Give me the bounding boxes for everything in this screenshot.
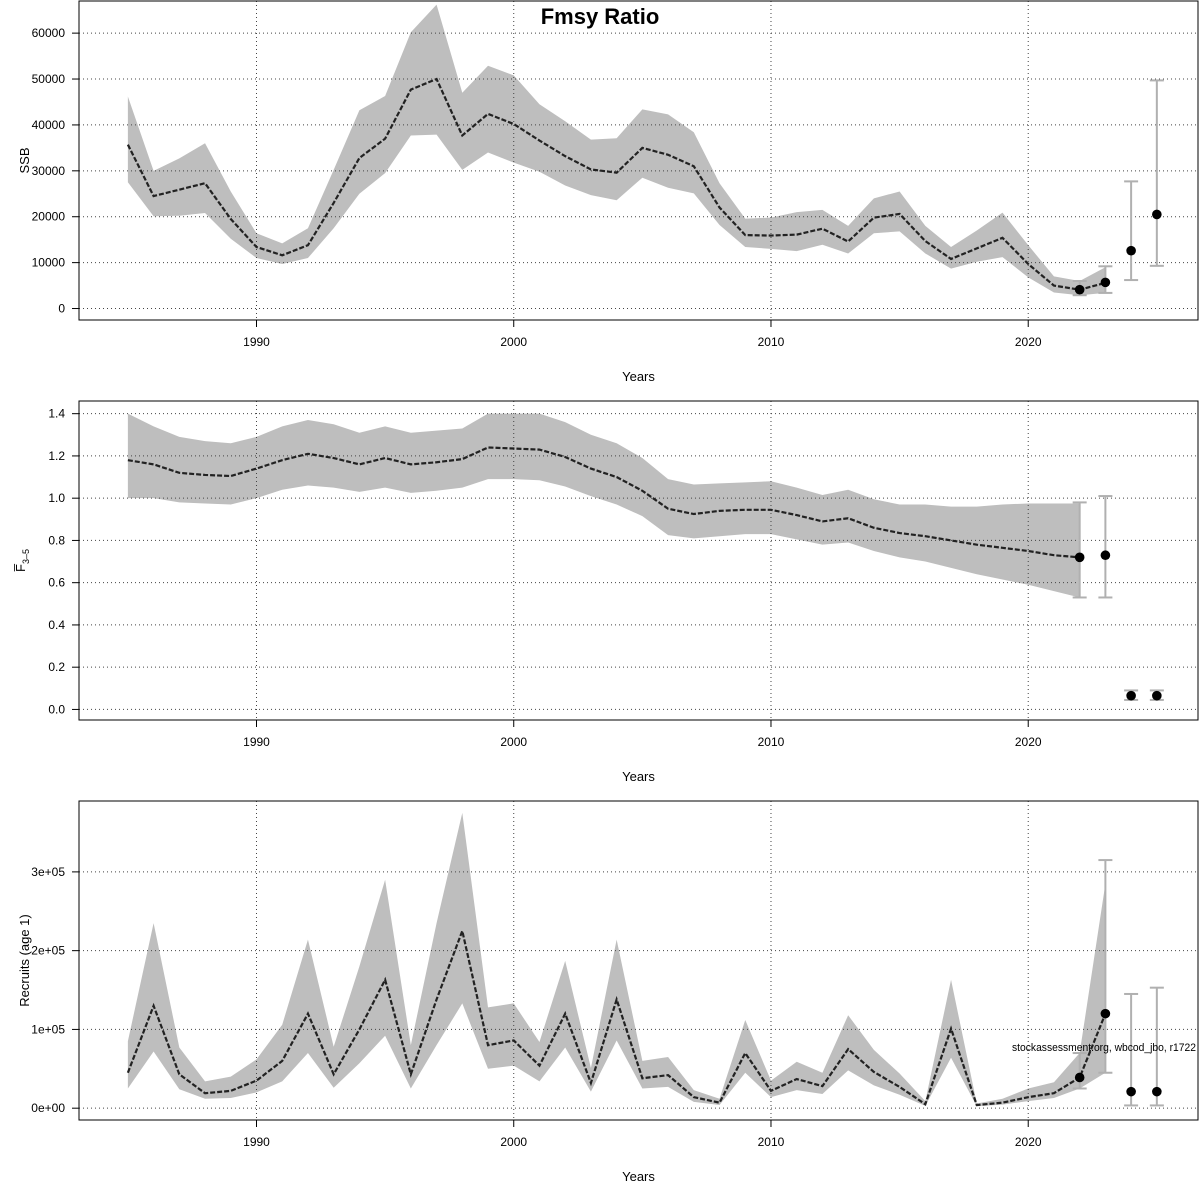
fbar-plot-frame [78, 400, 1199, 721]
ssb-x-tick-label: 2000 [500, 335, 527, 349]
fbar-y-axis-title-subscript: 3–5 [21, 549, 31, 564]
fbar-estimate-line [127, 446, 1080, 559]
recruits-x-tick-label: 1990 [243, 1135, 270, 1149]
ssb-y-tick-label: 10000 [32, 256, 66, 270]
ssb-point [1152, 209, 1162, 220]
fbar-y-axis-title: F̅3–5 [13, 549, 31, 572]
ssb-y-axis-title: SSB [17, 147, 32, 173]
fbar-x-tick-label: 2010 [758, 735, 785, 749]
fbar-x-axis-title: Years [622, 769, 655, 784]
ssb-y-tick-label: 60000 [32, 26, 66, 40]
chart-title: Fmsy Ratio [541, 4, 660, 29]
ssb-point [1126, 245, 1136, 256]
ssb-x-axis-title: Years [622, 369, 655, 384]
ssb-point [1100, 277, 1111, 288]
fbar-y-tick-label: 0.6 [48, 576, 65, 590]
recruits-point [1100, 1008, 1111, 1019]
fbar-point [1074, 552, 1085, 563]
fbar-y-tick-label: 0.8 [48, 533, 65, 547]
ssb-y-tick-label: 40000 [32, 118, 66, 132]
ssb-panel: 1990 2000 2010 2020 0 10000 20000 30000 40000 500… [17, 0, 1199, 384]
ssb-y-tick-label: 0 [58, 302, 65, 316]
recruits-point [1126, 1086, 1136, 1097]
ssb-estimate-line [126, 77, 1106, 291]
recruits-y-tick-label: 2e+05 [31, 944, 65, 958]
recruits-plot-frame [78, 800, 1199, 1121]
fbar-y-tick-label: 0.4 [48, 618, 65, 632]
recruits-y-axis-title: Recruits (age 1) [17, 914, 32, 1006]
ssb-confidence-band [127, 4, 1106, 296]
fbar-panel: 1990 2000 2010 2020 0.0 0.2 0.4 0.6 0.8 1.0 1.2 1.4… [13, 400, 1199, 784]
recruits-y-tick-label: 0e+00 [31, 1101, 65, 1115]
fbar-y-tick-label: 0.2 [48, 660, 65, 674]
recruits-confidence-band [127, 812, 1106, 1107]
fbar-point [1126, 690, 1136, 701]
ssb-x-tick-label: 2020 [1015, 335, 1042, 349]
fbar-confidence-band [127, 413, 1080, 598]
fbar-point [1152, 690, 1162, 701]
source-note: stockassessment.org, wbcod_jbo, r1722 [1012, 1042, 1196, 1054]
fbar-point [1100, 550, 1111, 561]
fbar-x-tick-label: 1990 [243, 735, 270, 749]
fbar-y-tick-label: 1.2 [48, 449, 65, 463]
fbar-x-tick-label: 2020 [1015, 735, 1042, 749]
fbar-y-tick-label: 1.0 [48, 491, 65, 505]
ssb-x-tick-label: 1990 [243, 335, 270, 349]
recruits-x-tick-label: 2010 [758, 1135, 785, 1149]
recruits-x-tick-label: 2020 [1015, 1135, 1042, 1149]
recruits-x-tick-label: 2000 [500, 1135, 527, 1149]
fbar-y-axis-title-main: F̅ [13, 564, 28, 572]
ssb-y-tick-label: 30000 [32, 164, 66, 178]
recruits-y-tick-label: 3e+05 [31, 865, 65, 879]
fbar-y-tick-label: 1.4 [48, 407, 65, 421]
ssb-y-tick-label: 20000 [32, 210, 66, 224]
recruits-point [1074, 1072, 1085, 1083]
ssb-point [1074, 284, 1085, 295]
ssb-x-tick-label: 2010 [758, 335, 785, 349]
recruits-estimate-line [126, 927, 1107, 1107]
recruits-x-axis-title: Years [622, 1169, 655, 1184]
ssb-y-tick-label: 50000 [32, 72, 66, 86]
fbar-x-tick-label: 2000 [500, 735, 527, 749]
recruits-point [1152, 1086, 1162, 1097]
recruits-panel: 1990 2000 2010 2020 0e+00 1e+05 2e+05 3e+05 Year… [17, 800, 1199, 1184]
fbar-y-tick-label: 0.0 [48, 702, 65, 716]
ssb-plot-frame [78, 0, 1199, 321]
recruits-y-tick-label: 1e+05 [31, 1022, 65, 1036]
